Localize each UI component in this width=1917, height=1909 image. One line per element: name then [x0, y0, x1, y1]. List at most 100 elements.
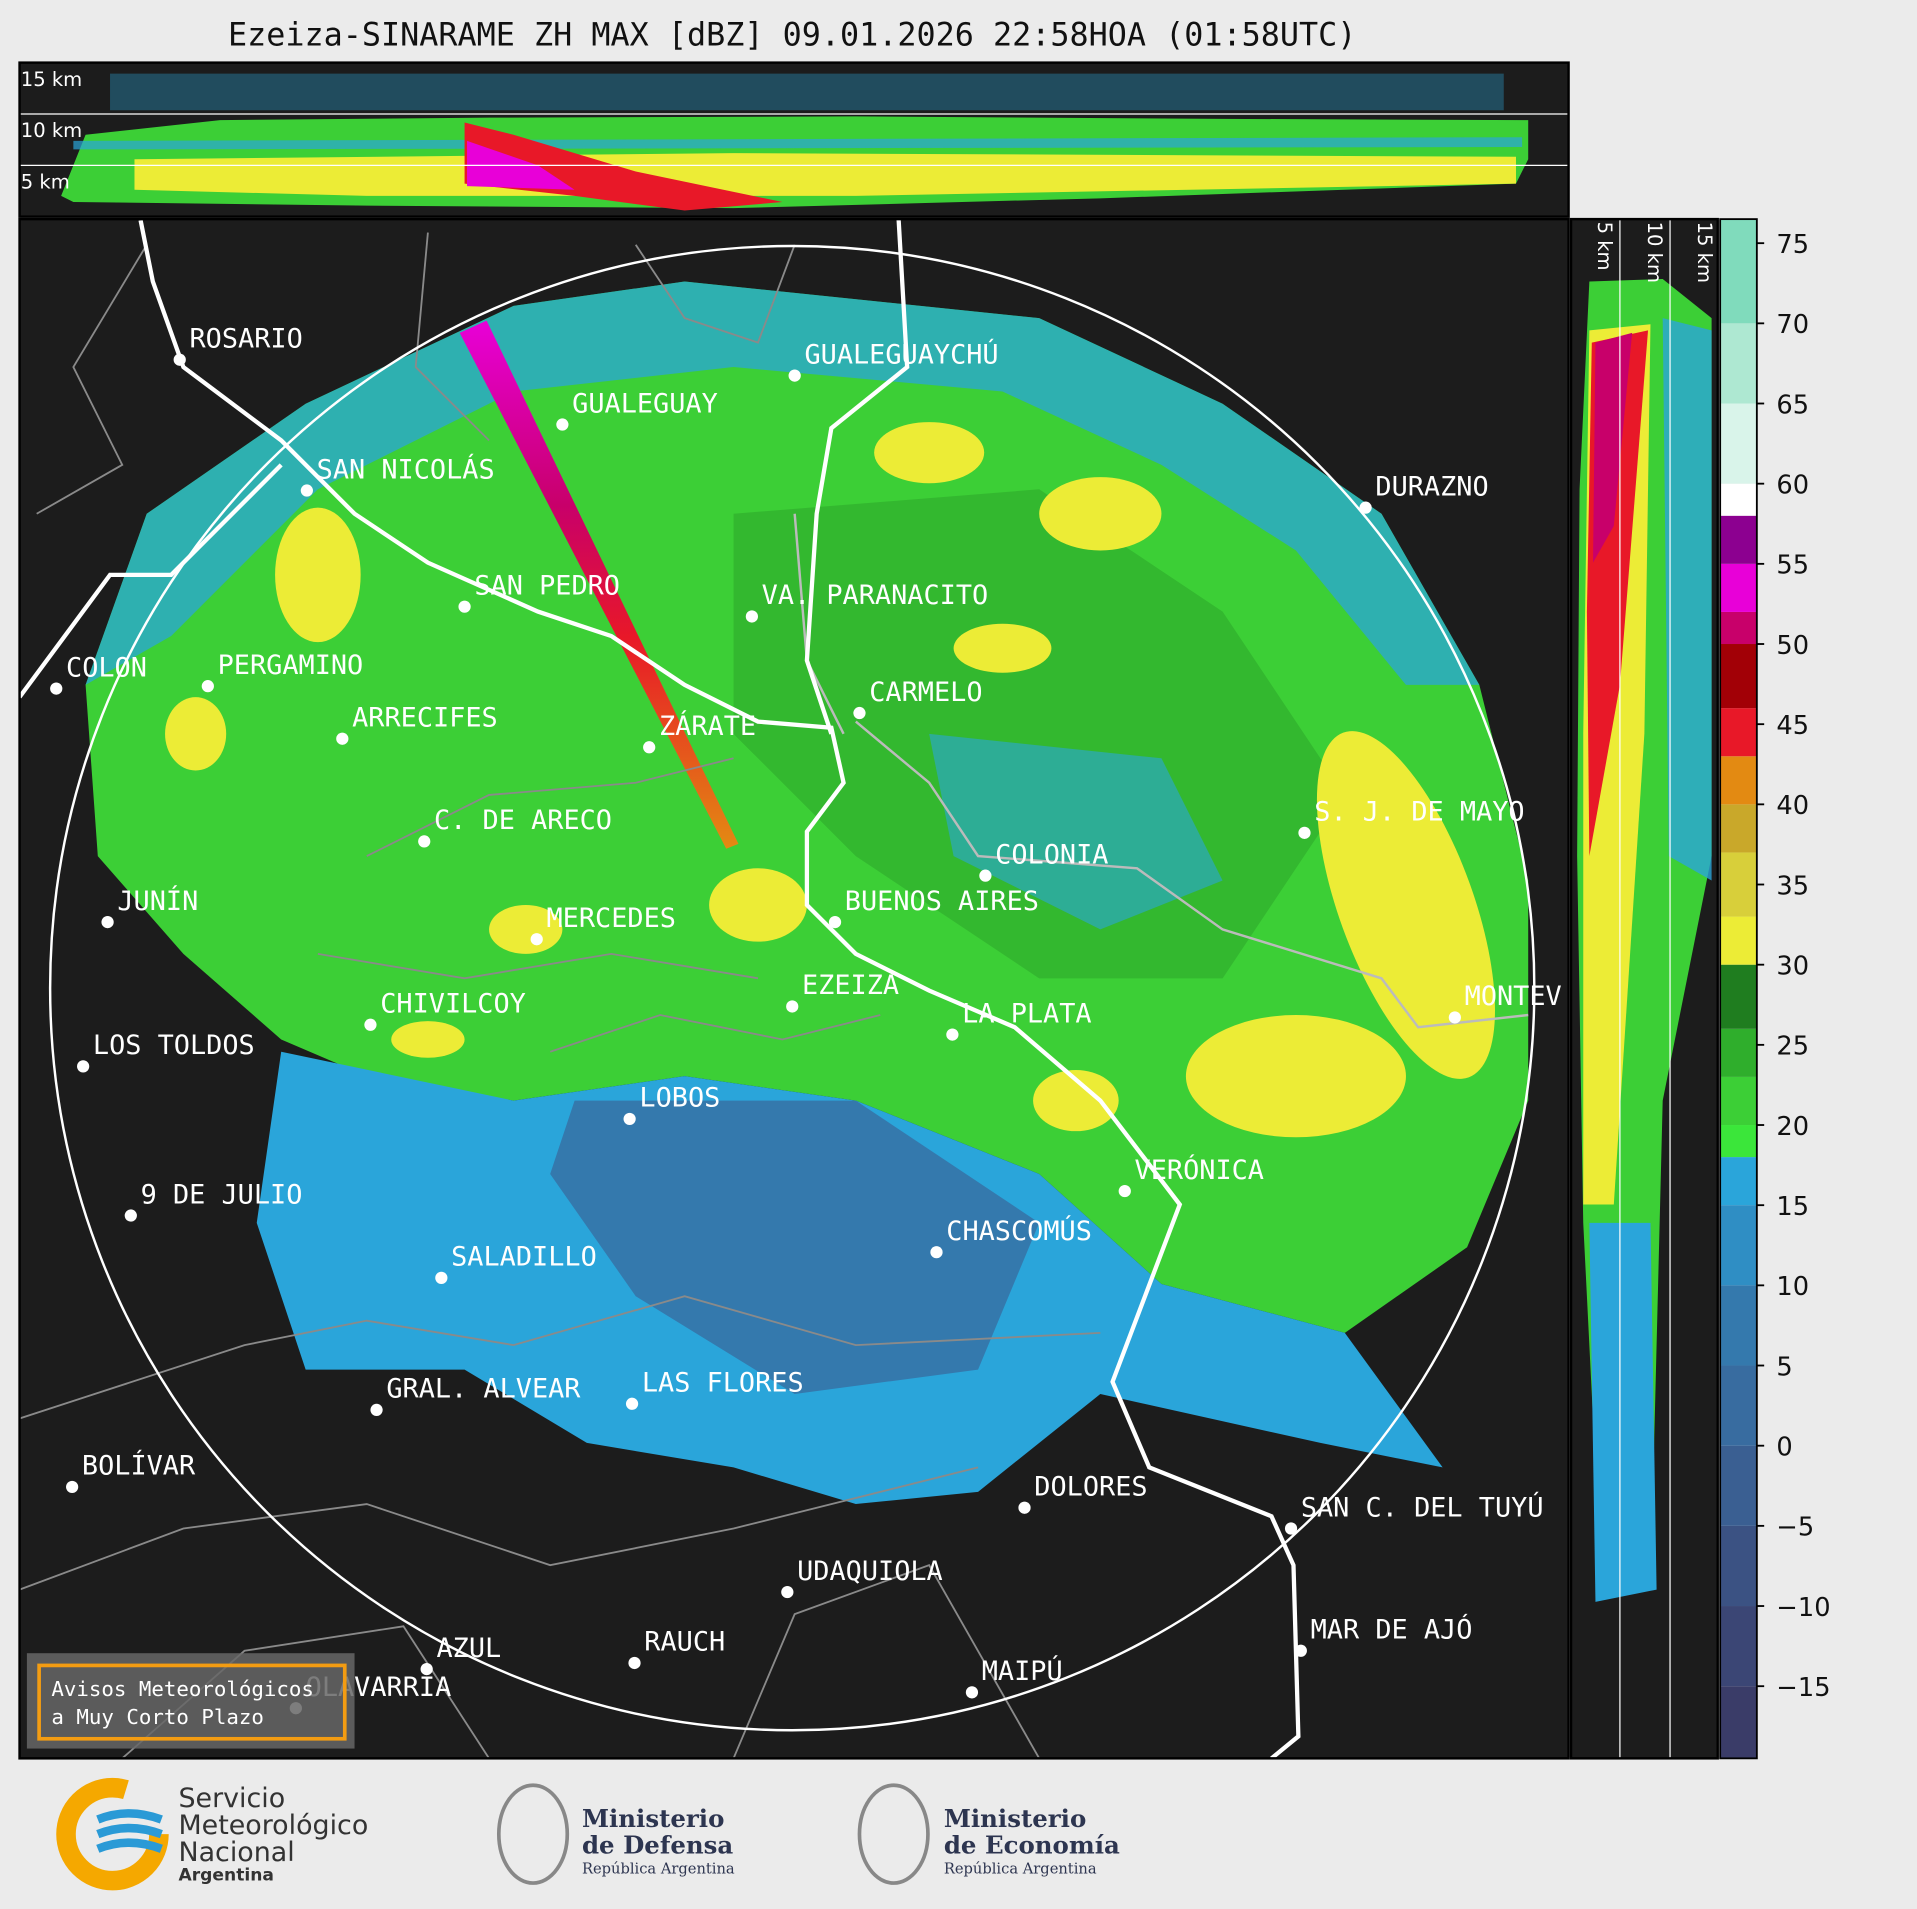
colorbar-tick-label: 50: [1776, 631, 1809, 661]
city-label: ROSARIO: [189, 323, 302, 354]
city-dot: [781, 1585, 794, 1599]
warning-text: a Muy Corto Plazo: [51, 1705, 264, 1729]
colorbar-band: [1720, 1028, 1757, 1077]
city-dot: [124, 1209, 137, 1222]
logo-text: Meteorológico: [178, 1810, 368, 1841]
logo-text: Servicio: [178, 1783, 285, 1814]
city-label: 9 DE JULIO: [141, 1179, 303, 1210]
city-label: GUALEGUAYCHÚ: [804, 338, 998, 370]
logo-text: República Argentina: [944, 1860, 1097, 1877]
colorbar-band: [1720, 483, 1757, 516]
colorbar-band: [1720, 515, 1757, 564]
colorbar-tick-label: 75: [1776, 230, 1809, 260]
city-dot: [173, 353, 186, 366]
city-label: CHIVILCOY: [380, 989, 526, 1020]
colorbar-band: [1720, 323, 1757, 404]
echo-band: [110, 73, 1504, 111]
city-dot: [946, 1028, 959, 1041]
panel-frame: [1569, 217, 1719, 1760]
colorbar-tick-label: 10: [1776, 1272, 1809, 1302]
height-label: 5 km: [1593, 222, 1616, 271]
city-label: COLON: [66, 652, 147, 683]
city-dot: [623, 1112, 636, 1126]
city-dot: [1284, 1522, 1298, 1535]
warning-text: Avisos Meteorológicos: [51, 1677, 314, 1701]
city-label: AZUL: [436, 1633, 501, 1664]
city-label: LOBOS: [639, 1083, 720, 1114]
city-dot: [435, 1271, 448, 1284]
city-dot: [370, 1403, 383, 1417]
city-dot: [625, 1397, 639, 1410]
echo-area: [550, 1100, 1040, 1395]
colorbar-tick-label: 65: [1776, 390, 1809, 420]
city-dot: [1118, 1184, 1131, 1198]
colorbar-band: [1720, 1205, 1757, 1286]
logo-text: Ministerio: [944, 1804, 1086, 1833]
city-label: SALADILLO: [451, 1242, 597, 1273]
colorbar-band: [1720, 563, 1757, 612]
side-cross-section: 5 km 10 km 15 km: [1571, 219, 1718, 1759]
colorbar-band: [1720, 1285, 1757, 1366]
smn-logo-waves: [96, 1809, 163, 1853]
colorbar-band: [1720, 611, 1757, 645]
city-dot: [50, 682, 63, 695]
logo-text: de Defensa: [582, 1831, 733, 1860]
city-dot: [66, 1480, 79, 1494]
city-label: VERÓNICA: [1135, 1154, 1264, 1186]
colorbar-tick-label: 0: [1776, 1432, 1792, 1462]
city-label: MAIPÚ: [982, 1655, 1063, 1687]
colorbar-tick-label: 20: [1776, 1112, 1809, 1142]
colorbar-tick-label: 45: [1776, 711, 1809, 741]
city-dot: [788, 369, 801, 382]
echo-yellow: [165, 422, 1495, 1138]
colorbar-band: [1720, 916, 1757, 965]
colorbar-band: [1720, 1525, 1757, 1607]
city-dot: [530, 933, 543, 946]
colorbar-band: [1720, 219, 1757, 324]
map-frame: [18, 217, 1570, 1760]
colorbar-band: [1720, 1606, 1757, 1687]
title: Ezeiza-SINARAME ZH MAX [dBZ] 09.01.2026 …: [228, 18, 1356, 54]
range-ring: [48, 244, 1536, 1732]
city-label: GUALEGUAY: [572, 388, 718, 419]
colorbar-band: [1720, 756, 1757, 805]
city-label: SAN NICOLÁS: [317, 453, 495, 485]
city-dot: [628, 1656, 641, 1670]
city-label: BOLÍVAR: [82, 1450, 196, 1482]
panel-frame: [18, 61, 1570, 218]
city-dot: [1448, 1011, 1461, 1024]
city-label: COLONIA: [995, 839, 1108, 870]
city-label: JUNÍN: [117, 885, 198, 917]
city-label: MONTEV: [1465, 981, 1562, 1012]
city-label: DOLORES: [1034, 1471, 1147, 1502]
echo-fringe: [85, 281, 1480, 685]
city-dot: [420, 1662, 433, 1676]
colorbar-tick-label: −5: [1776, 1513, 1814, 1543]
echo-core: [1593, 332, 1633, 563]
shield: [496, 1783, 570, 1885]
footer: Servicio Meteorológico Nacional Argentin…: [56, 1777, 1120, 1891]
city-dot: [979, 869, 992, 882]
colorbar-tick-label: 25: [1776, 1032, 1809, 1062]
coastlines: [19, 219, 1301, 1759]
admin-borders: [19, 232, 1101, 1759]
city-label: UDAQUIOLA: [797, 1556, 943, 1587]
colorbar-band: [1720, 964, 1757, 1029]
city-dot: [300, 484, 313, 497]
colorbar-band: [1720, 852, 1757, 917]
city-label: GRAL. ALVEAR: [386, 1374, 581, 1405]
city-dot: [201, 680, 214, 693]
height-label: 10 km: [21, 119, 82, 142]
city-dot: [965, 1686, 979, 1699]
colorbar-band: [1720, 1365, 1757, 1446]
city-dot: [77, 1060, 90, 1073]
height-label: 10 km: [1643, 222, 1666, 283]
echo-band: [1589, 1222, 1657, 1602]
logo-text: República Argentina: [582, 1860, 735, 1877]
colorbar-tick-label: 5: [1776, 1352, 1792, 1382]
city-dot: [828, 915, 842, 929]
warning-box[interactable]: [37, 1663, 347, 1741]
logo-text: Nacional: [178, 1837, 294, 1868]
